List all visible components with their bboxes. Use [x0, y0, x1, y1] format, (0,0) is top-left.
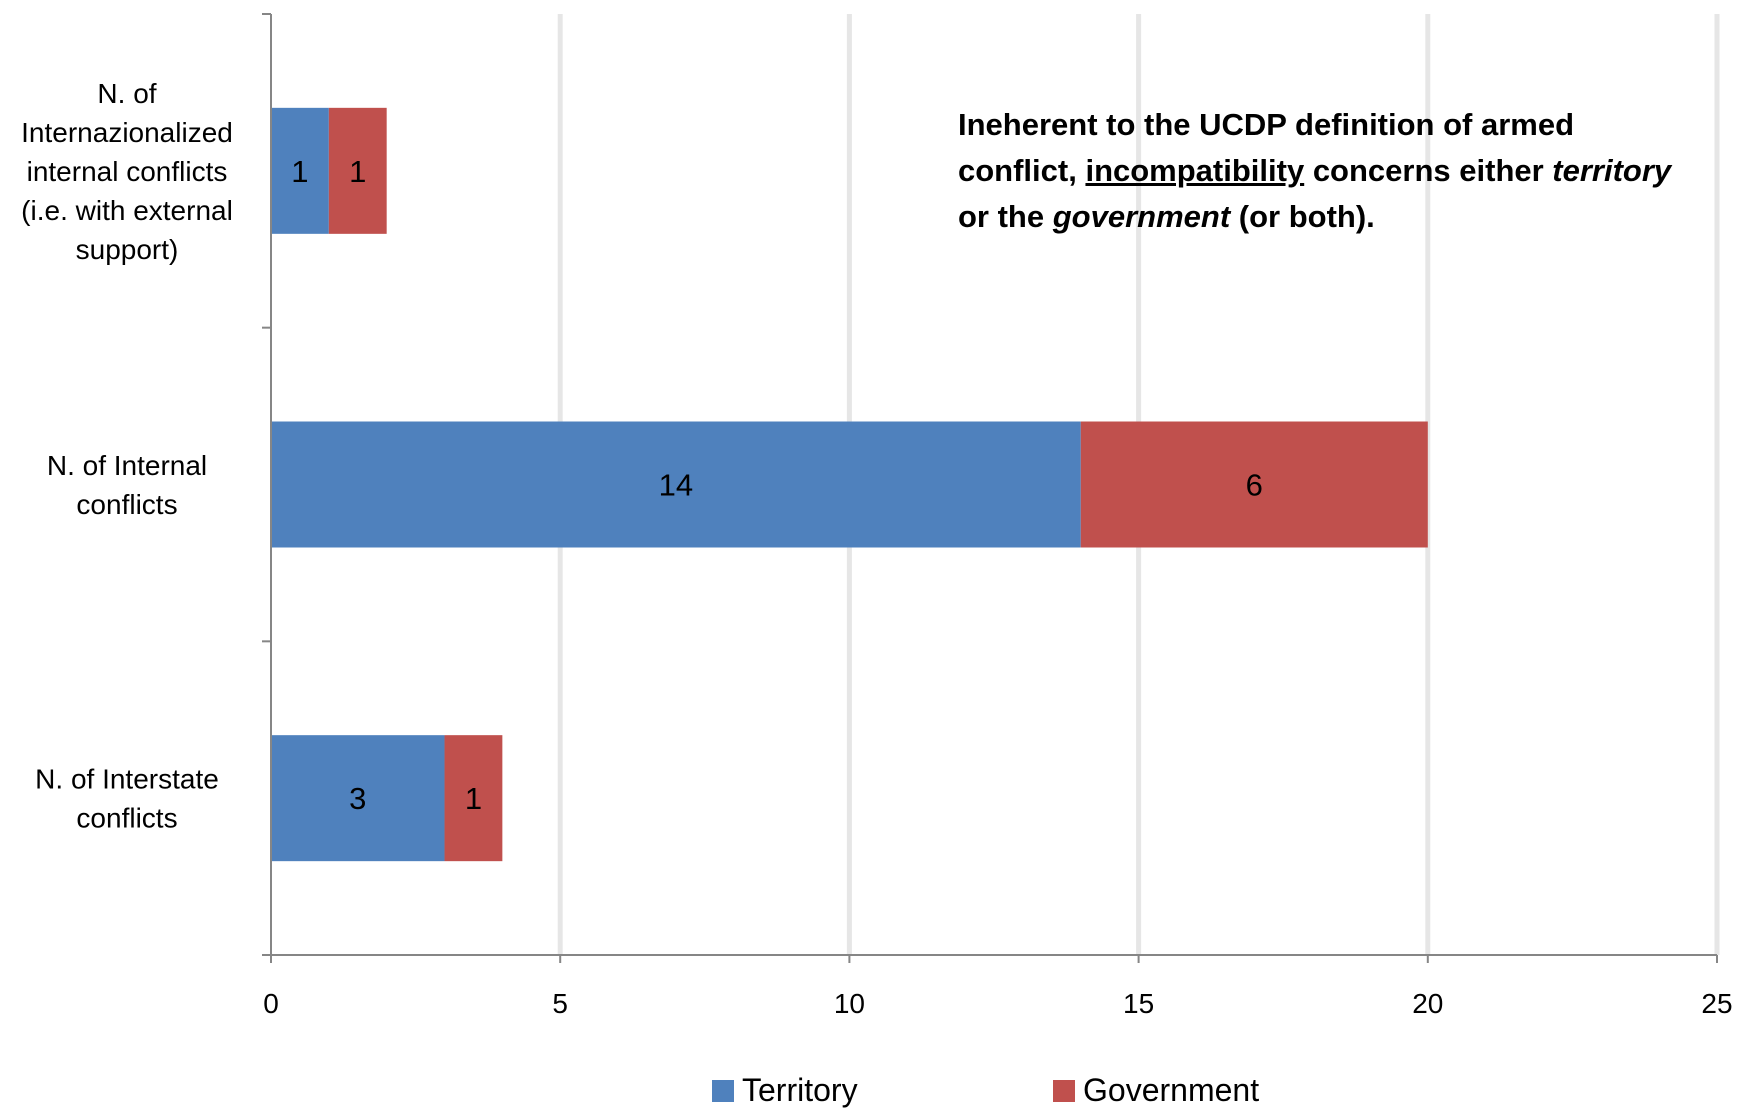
chart-annotation: Ineherent to the UCDP definition of arme… [958, 102, 1678, 240]
x-tick-label-2: 10 [834, 988, 865, 1019]
legend-label-territory: Territory [742, 1072, 858, 1108]
labels: 1 114 63 10 5 10 15 20 25N. of Internazionalized i… [21, 78, 1732, 1019]
data-label-territory-1: 14 [659, 468, 693, 503]
bar-territory-0 [271, 107, 329, 234]
annotation-italic-2: government [1052, 199, 1231, 234]
annotation-text-4: (or both). [1230, 199, 1375, 234]
x-tick-label-5: 25 [1701, 988, 1732, 1019]
x-tick-label-1: 5 [552, 988, 568, 1019]
data-label-government-0: 1 [349, 154, 366, 189]
x-tick-label-3: 15 [1123, 988, 1154, 1019]
annotation-italic-1: territory [1552, 153, 1672, 188]
legend: Territory Government [712, 1072, 1259, 1108]
annotation-text-1: Ineherent to the UCDP definition of arme… [958, 107, 1575, 188]
legend-swatch-territory [712, 1080, 734, 1102]
category-label-line: N. of Internal [47, 450, 207, 481]
bar-government-1 [1080, 421, 1428, 548]
data-label-government-2: 1 [465, 781, 482, 816]
bar-territory-1 [271, 421, 1081, 548]
category-label-line: internal conflicts [27, 156, 228, 187]
category-label-2: N. of Interstate conflicts [35, 764, 219, 834]
category-label-line: N. of [97, 78, 156, 109]
category-label-line: (i.e. with external [21, 195, 233, 226]
bar-government-0 [328, 107, 387, 234]
data-label-territory-0: 1 [291, 154, 308, 189]
annotation-text-2: concerns either [1304, 153, 1553, 188]
data-label-government-1: 6 [1246, 468, 1263, 503]
x-tick-label-0: 0 [263, 988, 279, 1019]
category-label-line: Internazionalized [21, 117, 233, 148]
category-label-1: N. of Internal conflicts [47, 450, 207, 520]
legend-swatch-government [1053, 1080, 1075, 1102]
category-label-line: conflicts [76, 489, 177, 520]
bar-government-2 [444, 735, 503, 862]
bar-territory-2 [271, 735, 445, 862]
category-label-line: conflicts [76, 803, 177, 834]
category-label-line: support) [76, 234, 179, 265]
bars [271, 107, 1428, 862]
legend-label-government: Government [1083, 1072, 1259, 1108]
axes [262, 13, 1718, 963]
category-label-0: N. of Internazionalized internal conflicts… [21, 78, 233, 265]
annotation-text-3: or the [958, 199, 1053, 234]
x-tick-label-4: 20 [1412, 988, 1443, 1019]
annotation-underlined: incompatibility [1085, 153, 1305, 188]
category-label-line: N. of Interstate [35, 764, 219, 795]
data-label-territory-2: 3 [349, 781, 366, 816]
